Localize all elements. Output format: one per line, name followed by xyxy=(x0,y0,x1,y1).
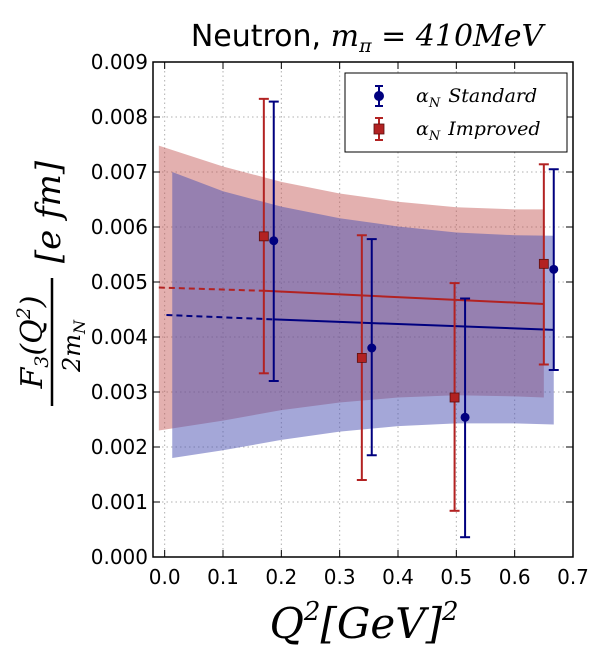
y-tick-label-5: 0.005 xyxy=(91,270,148,294)
legend-improved-label: αN Improved xyxy=(416,118,541,144)
y-axis-label: F3(Q2) 2mN [e fm] xyxy=(13,160,89,406)
fit-dashed-improved xyxy=(158,286,264,292)
x-axis-label: Q2[GeV]2 xyxy=(269,597,458,648)
y-tick-label-9: 0.009 xyxy=(91,50,148,74)
y-label-numerator: F3(Q2) xyxy=(13,295,53,389)
point-improved-3 xyxy=(538,258,549,269)
point-standard-1 xyxy=(367,343,377,353)
y-label-unit: [e fm] xyxy=(29,160,69,263)
fit-solid-improved xyxy=(263,289,544,305)
x-tick-label-0: 0.0 xyxy=(149,565,181,589)
fit-solid-standard xyxy=(273,318,554,331)
point-improved-1 xyxy=(356,352,367,363)
y-tick-label-6: 0.006 xyxy=(91,215,148,239)
bands xyxy=(158,145,554,458)
point-standard-0 xyxy=(269,236,279,246)
y-tick-label-0: 0.000 xyxy=(91,545,148,569)
y-tick-label-8: 0.008 xyxy=(91,105,148,129)
title-math-rest: = 410 xyxy=(372,19,473,54)
legend-standard-label: αN Standard xyxy=(416,85,537,111)
title-math-sub: π xyxy=(358,35,372,57)
y-tick-label-3: 0.003 xyxy=(91,380,148,404)
x-tick-label-2: 0.2 xyxy=(265,565,297,589)
legend: αN Standard αN Improved xyxy=(344,72,568,153)
legend-standard-marker xyxy=(374,91,384,101)
point-improved-2 xyxy=(449,392,460,403)
title-prefix: Neutron, xyxy=(191,19,331,54)
point-improved-0 xyxy=(258,231,269,242)
legend-improved-marker xyxy=(373,123,385,135)
title-math-unit: MeV xyxy=(472,19,546,54)
y-tick-label-1: 0.001 xyxy=(91,490,148,514)
legend-item-improved: αN Improved xyxy=(373,117,541,144)
chart-title: Neutron, mπ = 410MeV xyxy=(191,19,547,57)
title-math: m xyxy=(331,19,359,54)
point-standard-2 xyxy=(460,412,470,422)
band-standard xyxy=(172,172,554,458)
plot-area: 0.0 0.1 0.2 0.3 0.4 0.5 0.6 0.7 0.000 0.001 0.002 0… xyxy=(91,50,589,589)
x-tick-label-5: 0.5 xyxy=(440,565,472,589)
fit-lines xyxy=(158,286,554,331)
x-tick-label-6: 0.6 xyxy=(499,565,531,589)
x-tick-label-4: 0.4 xyxy=(382,565,414,589)
x-tick-label-7: 0.7 xyxy=(557,565,589,589)
y-tick-label-7: 0.007 xyxy=(91,160,148,184)
x-tick-label-1: 0.1 xyxy=(207,565,239,589)
ticks: 0.0 0.1 0.2 0.3 0.4 0.5 0.6 0.7 0.000 0.001 0.002 0… xyxy=(91,50,589,589)
legend-item-standard: αN Standard xyxy=(374,85,537,111)
x-tick-label-3: 0.3 xyxy=(324,565,356,589)
fit-dashed-standard xyxy=(166,314,274,321)
y-tick-label-2: 0.002 xyxy=(91,435,148,459)
point-standard-3 xyxy=(549,264,559,274)
y-tick-label-4: 0.004 xyxy=(91,325,148,349)
plot-frame xyxy=(152,61,574,558)
markers xyxy=(258,231,559,422)
y-label-denominator: 2mN xyxy=(58,319,89,373)
